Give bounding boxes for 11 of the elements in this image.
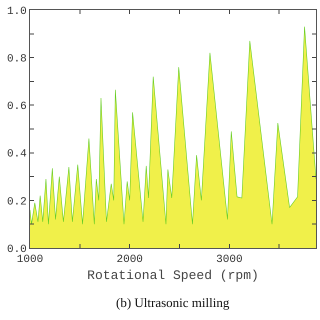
y-tick-label: 0.0 [6, 244, 27, 256]
y-tick-label: 0.8 [6, 53, 27, 66]
x-axis-title: Rotational Speed (rpm) [87, 268, 259, 283]
x-tick-label: 3000 [216, 254, 243, 266]
y-tick-label: 1.0 [6, 6, 27, 18]
y-tick-label: 0.2 [6, 196, 27, 208]
x-tick-label: 2000 [116, 254, 143, 266]
x-tick-label: 1000 [16, 254, 44, 266]
text: (b) Ultrasonic milling [116, 295, 230, 310]
y-tick-label: 0.4 [6, 148, 28, 161]
y-tick-label: 0.6 [6, 101, 27, 114]
